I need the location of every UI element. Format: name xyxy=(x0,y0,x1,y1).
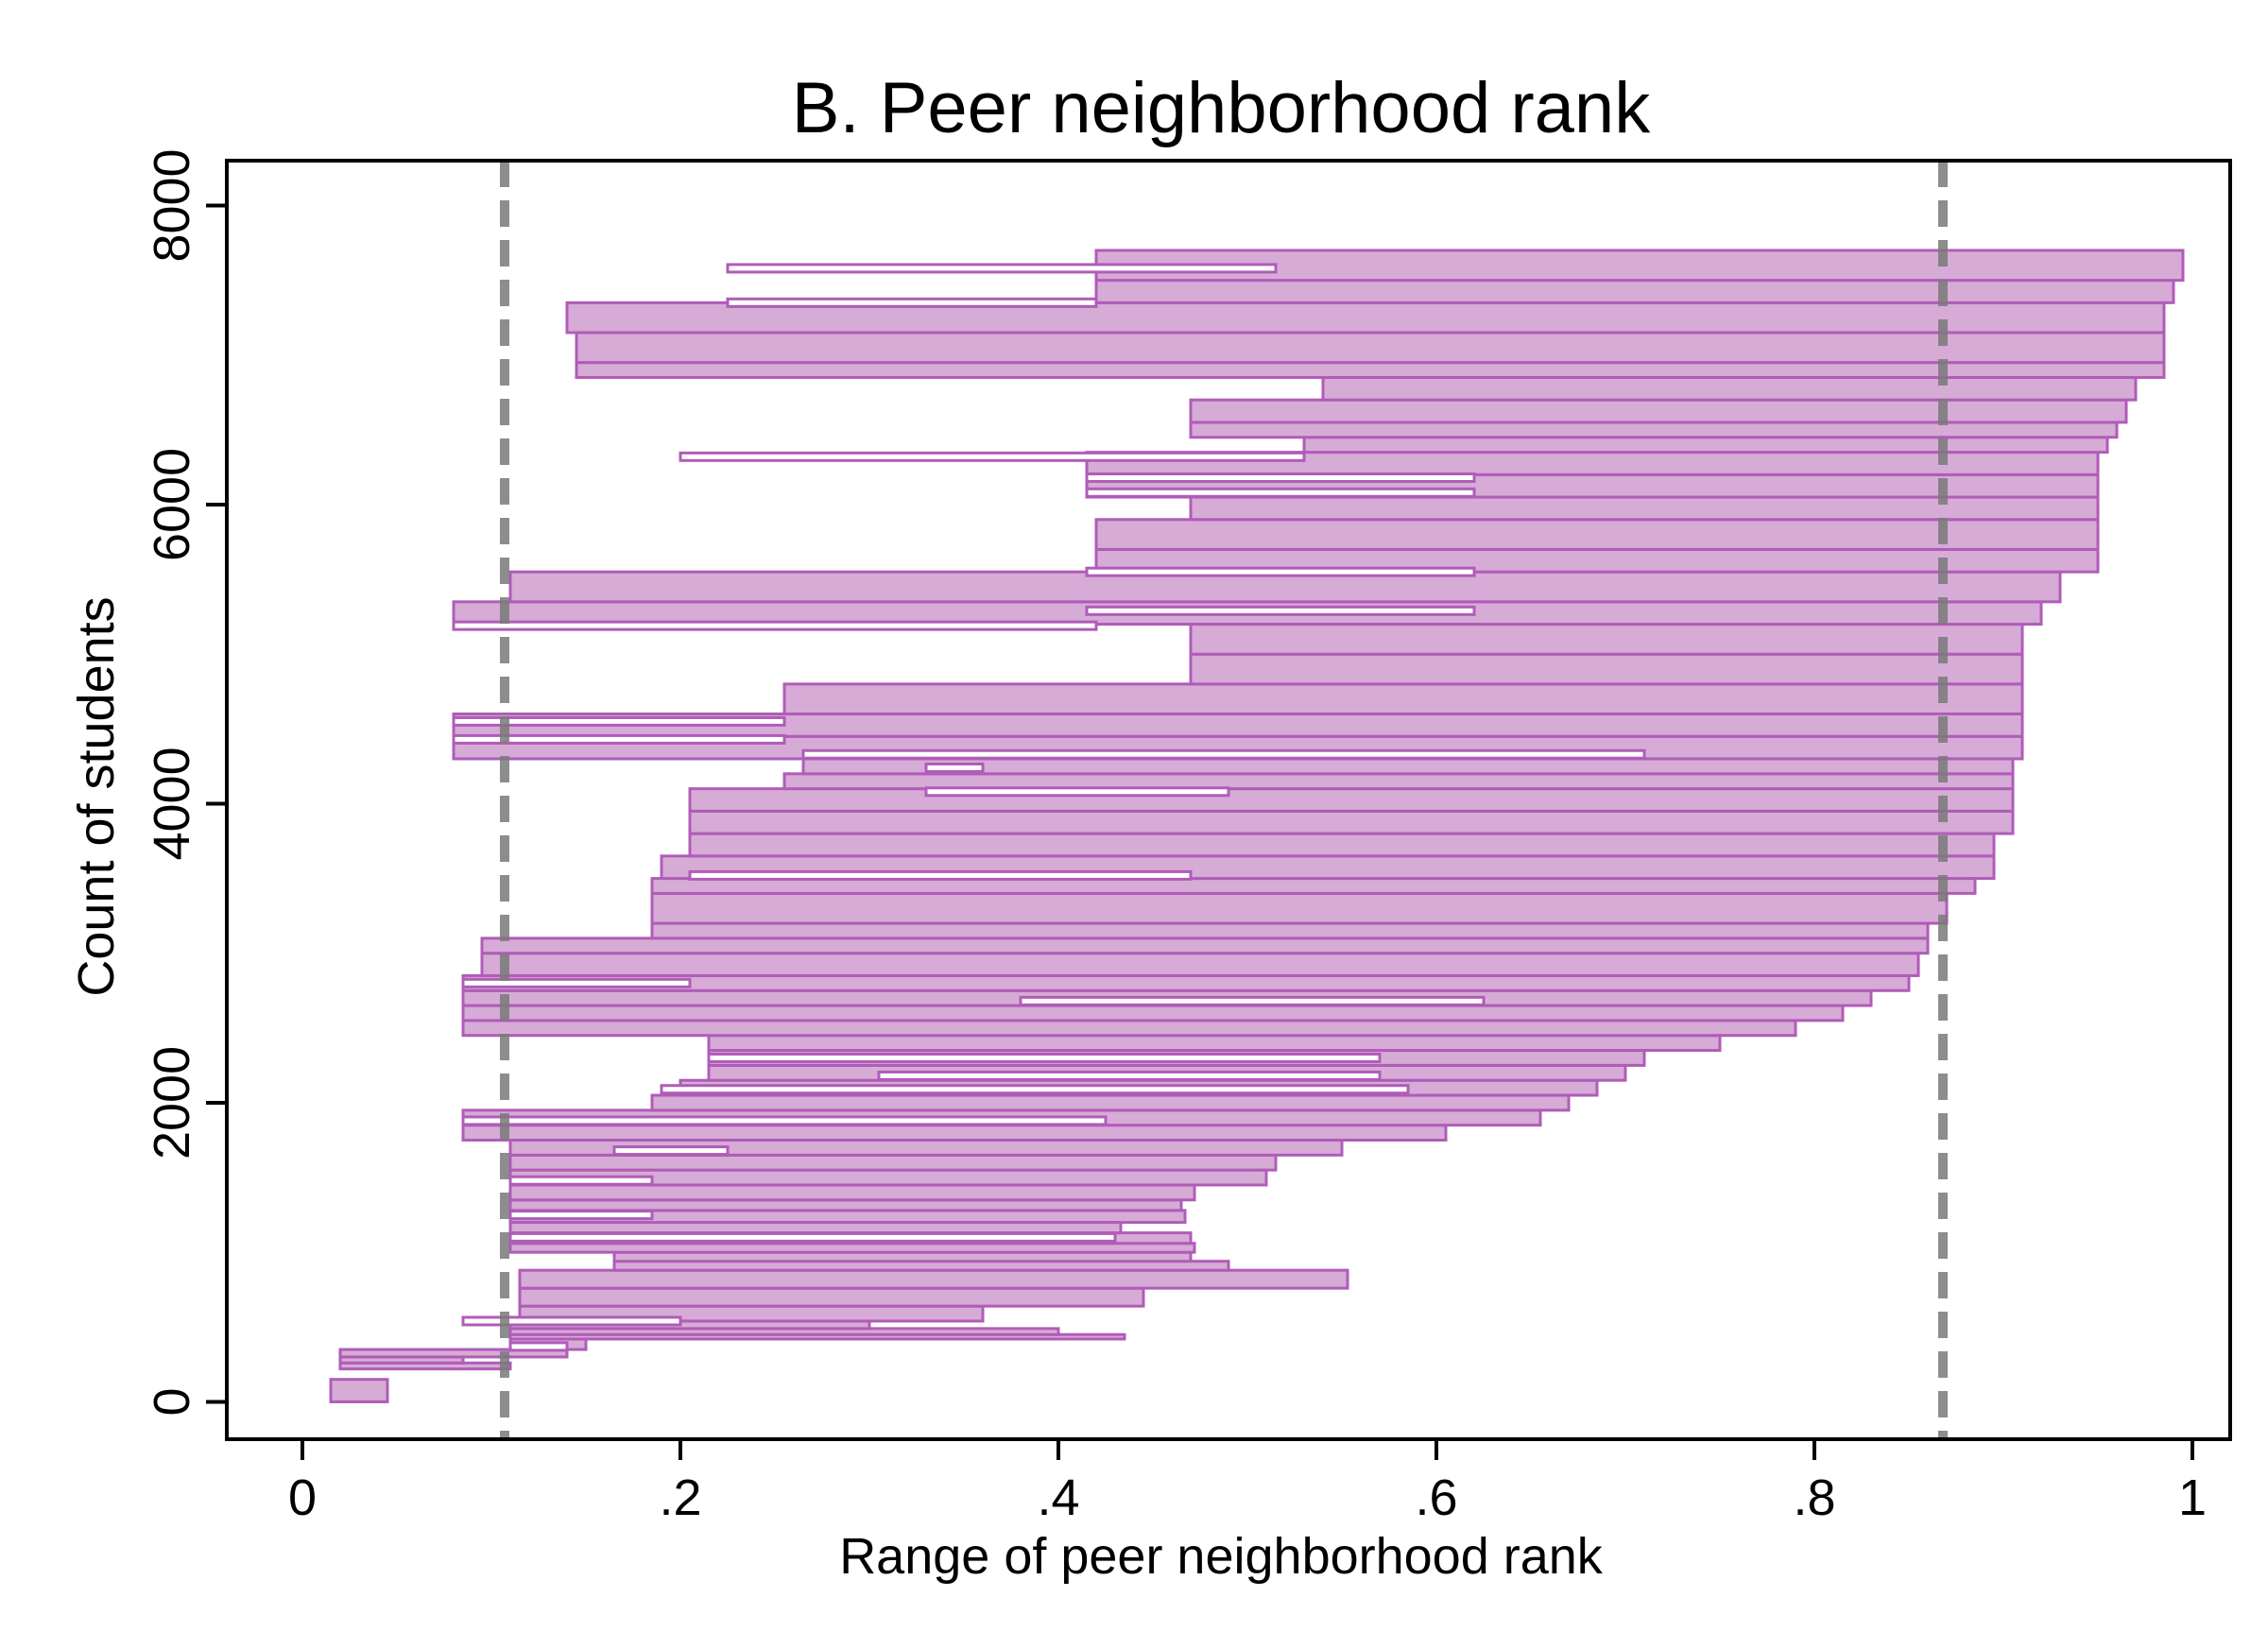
range-gap xyxy=(1085,566,1476,577)
range-bar xyxy=(1189,421,2119,439)
range-bar xyxy=(707,1034,1722,1053)
range-bar xyxy=(461,1124,1448,1142)
range-gap xyxy=(877,1070,1382,1081)
range-gap xyxy=(508,1175,654,1186)
range-bar xyxy=(650,891,1949,925)
range-bar xyxy=(688,809,2015,835)
range-bar xyxy=(480,952,1920,977)
range-gap xyxy=(508,1231,1117,1243)
reference-lines xyxy=(500,161,1948,1439)
range-bar xyxy=(329,1378,389,1403)
range-bar xyxy=(650,1093,1571,1112)
range-bar xyxy=(575,361,2166,379)
range-gap xyxy=(801,748,1646,760)
range-bar xyxy=(518,1286,1145,1308)
range-gap xyxy=(924,786,1230,798)
y-tick-label: 2000 xyxy=(144,1046,200,1159)
y-axis: 0 2000 4000 6000 8000 xyxy=(144,148,227,1416)
range-bar xyxy=(508,1183,1196,1202)
range-gap xyxy=(452,715,786,727)
range-bar xyxy=(508,1221,1123,1235)
range-bar xyxy=(1094,249,2185,283)
range-gap xyxy=(1085,487,1476,498)
x-tick-label: .4 xyxy=(1037,1469,1079,1526)
range-bars xyxy=(329,249,2185,1403)
range-bar xyxy=(575,331,2166,365)
range-bar xyxy=(1189,398,2128,424)
range-gap xyxy=(461,1115,1108,1126)
range-gap xyxy=(688,869,1193,881)
chart-title: B. Peer neighborhood rank xyxy=(792,68,1651,148)
range-gap xyxy=(726,263,1278,274)
range-bar xyxy=(508,1153,1278,1172)
x-axis: 0 .2 .4 .6 .8 1 xyxy=(288,1439,2207,1526)
y-tick-label: 6000 xyxy=(144,448,200,561)
range-bar xyxy=(801,757,2015,776)
range-gap xyxy=(660,1084,1410,1095)
range-bar xyxy=(1189,652,2024,686)
range-gap xyxy=(1019,995,1486,1006)
range-gap xyxy=(726,297,1098,308)
range-bar xyxy=(1094,518,2100,551)
range-gap-lines xyxy=(452,263,1646,1352)
x-tick-label: .6 xyxy=(1415,1469,1457,1526)
range-gap xyxy=(452,620,1098,631)
range-bar xyxy=(1321,375,2138,402)
range-bar xyxy=(782,682,2024,716)
range-gap xyxy=(679,451,1306,462)
y-axis-label: Count of students xyxy=(68,596,125,996)
y-tick-label: 4000 xyxy=(144,747,200,860)
x-tick-label: 0 xyxy=(288,1469,317,1526)
range-gap xyxy=(508,1341,569,1352)
x-tick-label: 1 xyxy=(2178,1469,2207,1526)
range-bar xyxy=(1189,623,2024,656)
range-gap xyxy=(452,733,786,745)
range-bar xyxy=(518,1268,1349,1290)
range-gap xyxy=(461,977,692,988)
y-tick-label: 0 xyxy=(144,1387,200,1416)
y-tick-label: 8000 xyxy=(144,148,200,262)
range-bar xyxy=(461,1019,1797,1038)
range-gap xyxy=(1085,472,1476,483)
range-gap xyxy=(1085,605,1476,616)
range-bar xyxy=(1094,279,2175,304)
range-bar xyxy=(650,921,1930,940)
range-bar xyxy=(1189,495,2100,522)
range-bar xyxy=(461,1004,1845,1022)
range-bar xyxy=(480,936,1930,955)
range-bar xyxy=(688,832,1996,858)
range-gap xyxy=(461,1315,682,1327)
range-bar xyxy=(338,1348,569,1359)
range-gap xyxy=(924,762,985,773)
x-tick-label: .2 xyxy=(659,1469,701,1526)
x-axis-label: Range of peer neighborhood rank xyxy=(839,1528,1604,1585)
range-gap xyxy=(707,1052,1382,1063)
range-bar xyxy=(1302,436,2109,455)
range-gap xyxy=(508,1210,654,1221)
plot-frame xyxy=(225,159,2232,1441)
range-gap xyxy=(612,1145,730,1157)
range-bar xyxy=(650,877,1977,895)
range-bar xyxy=(782,772,2015,791)
range-bar xyxy=(508,1198,1183,1212)
range-bar xyxy=(688,787,2015,813)
x-tick-label: .8 xyxy=(1793,1469,1835,1526)
